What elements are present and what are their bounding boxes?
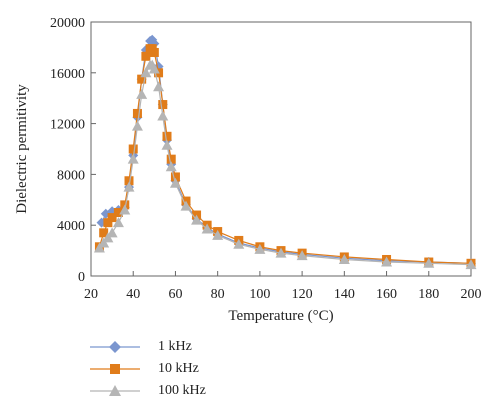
- y-tick-label: 12000: [50, 118, 85, 133]
- data-point: [465, 259, 477, 270]
- data-point: [275, 247, 287, 258]
- data-point: [153, 81, 165, 92]
- y-tick-label: 0: [78, 270, 85, 285]
- data-point: [166, 154, 176, 164]
- data-point: [123, 181, 135, 192]
- data-point: [106, 227, 118, 238]
- y-tick-label: 4000: [57, 219, 85, 234]
- legend-swatch-1khz: [90, 341, 140, 353]
- x-axis: 20 40 60 80 100 120 140 160 180 200: [84, 271, 482, 302]
- data-point: [98, 237, 110, 248]
- x-tick-label: 80: [211, 287, 225, 302]
- data-point: [162, 131, 172, 141]
- data-point: [127, 153, 139, 164]
- series-layer: [93, 34, 477, 270]
- y-axis-label: Dielectric permitivity: [14, 84, 30, 214]
- data-point: [201, 223, 213, 234]
- data-point: [149, 47, 159, 57]
- data-point: [165, 161, 177, 172]
- data-point: [128, 144, 138, 154]
- legend-item-1khz: 1 kHz: [90, 336, 206, 358]
- x-tick-label: 120: [292, 287, 313, 302]
- data-point: [112, 217, 124, 228]
- series-line: [98, 48, 472, 264]
- y-axis: 0 4000 8000 12000 16000 20000: [50, 16, 96, 285]
- data-point: [141, 51, 151, 61]
- legend-item-100khz: 100 kHz: [90, 380, 206, 402]
- legend-item-10khz: 10 kHz: [90, 358, 206, 380]
- data-point: [119, 204, 131, 215]
- data-point: [140, 67, 152, 78]
- data-point: [338, 253, 350, 264]
- x-tick-label: 100: [249, 287, 270, 302]
- data-point: [158, 100, 168, 110]
- data-point: [157, 110, 169, 121]
- data-point: [137, 74, 147, 84]
- y-tick-label: 8000: [57, 168, 85, 183]
- data-point: [148, 63, 160, 74]
- data-point: [191, 214, 203, 225]
- series-line: [98, 64, 472, 266]
- data-point: [113, 208, 123, 217]
- legend-swatch-10khz: [90, 364, 140, 374]
- y-tick-label: 16000: [50, 67, 85, 82]
- legend-swatch-100khz: [90, 385, 140, 396]
- plot-area: [90, 21, 472, 277]
- data-point: [212, 229, 224, 240]
- data-point: [254, 243, 266, 254]
- data-point: [102, 232, 114, 243]
- legend-label-10khz: 10 kHz: [158, 361, 199, 376]
- data-point: [233, 238, 245, 249]
- x-tick-label: 20: [84, 287, 98, 302]
- legend-label-100khz: 100 kHz: [158, 383, 206, 398]
- x-tick-label: 200: [461, 287, 482, 302]
- data-point: [136, 88, 148, 99]
- x-tick-label: 40: [126, 287, 140, 302]
- data-point: [93, 242, 105, 253]
- series-2: [93, 59, 477, 270]
- data-point: [381, 256, 393, 267]
- y-tick-label: 20000: [50, 16, 85, 31]
- data-point: [124, 176, 134, 186]
- data-point: [169, 177, 181, 188]
- x-tick-label: 140: [334, 287, 355, 302]
- data-point: [161, 139, 173, 150]
- data-point: [132, 108, 142, 118]
- x-tick-label: 160: [376, 287, 397, 302]
- series-1: [94, 44, 476, 268]
- legend: 1 kHz 10 kHz 100 kHz: [90, 336, 206, 402]
- x-tick-label: 180: [418, 287, 439, 302]
- data-point: [131, 120, 143, 131]
- data-point: [296, 250, 308, 261]
- legend-label-1khz: 1 kHz: [158, 339, 192, 354]
- data-point: [170, 172, 180, 182]
- data-point: [103, 218, 113, 228]
- data-point: [423, 257, 435, 268]
- data-point: [180, 200, 192, 211]
- data-point: [107, 213, 117, 223]
- x-tick-label: 60: [168, 287, 182, 302]
- data-point: [99, 228, 109, 238]
- x-axis-label: Temperature (°C): [228, 308, 333, 324]
